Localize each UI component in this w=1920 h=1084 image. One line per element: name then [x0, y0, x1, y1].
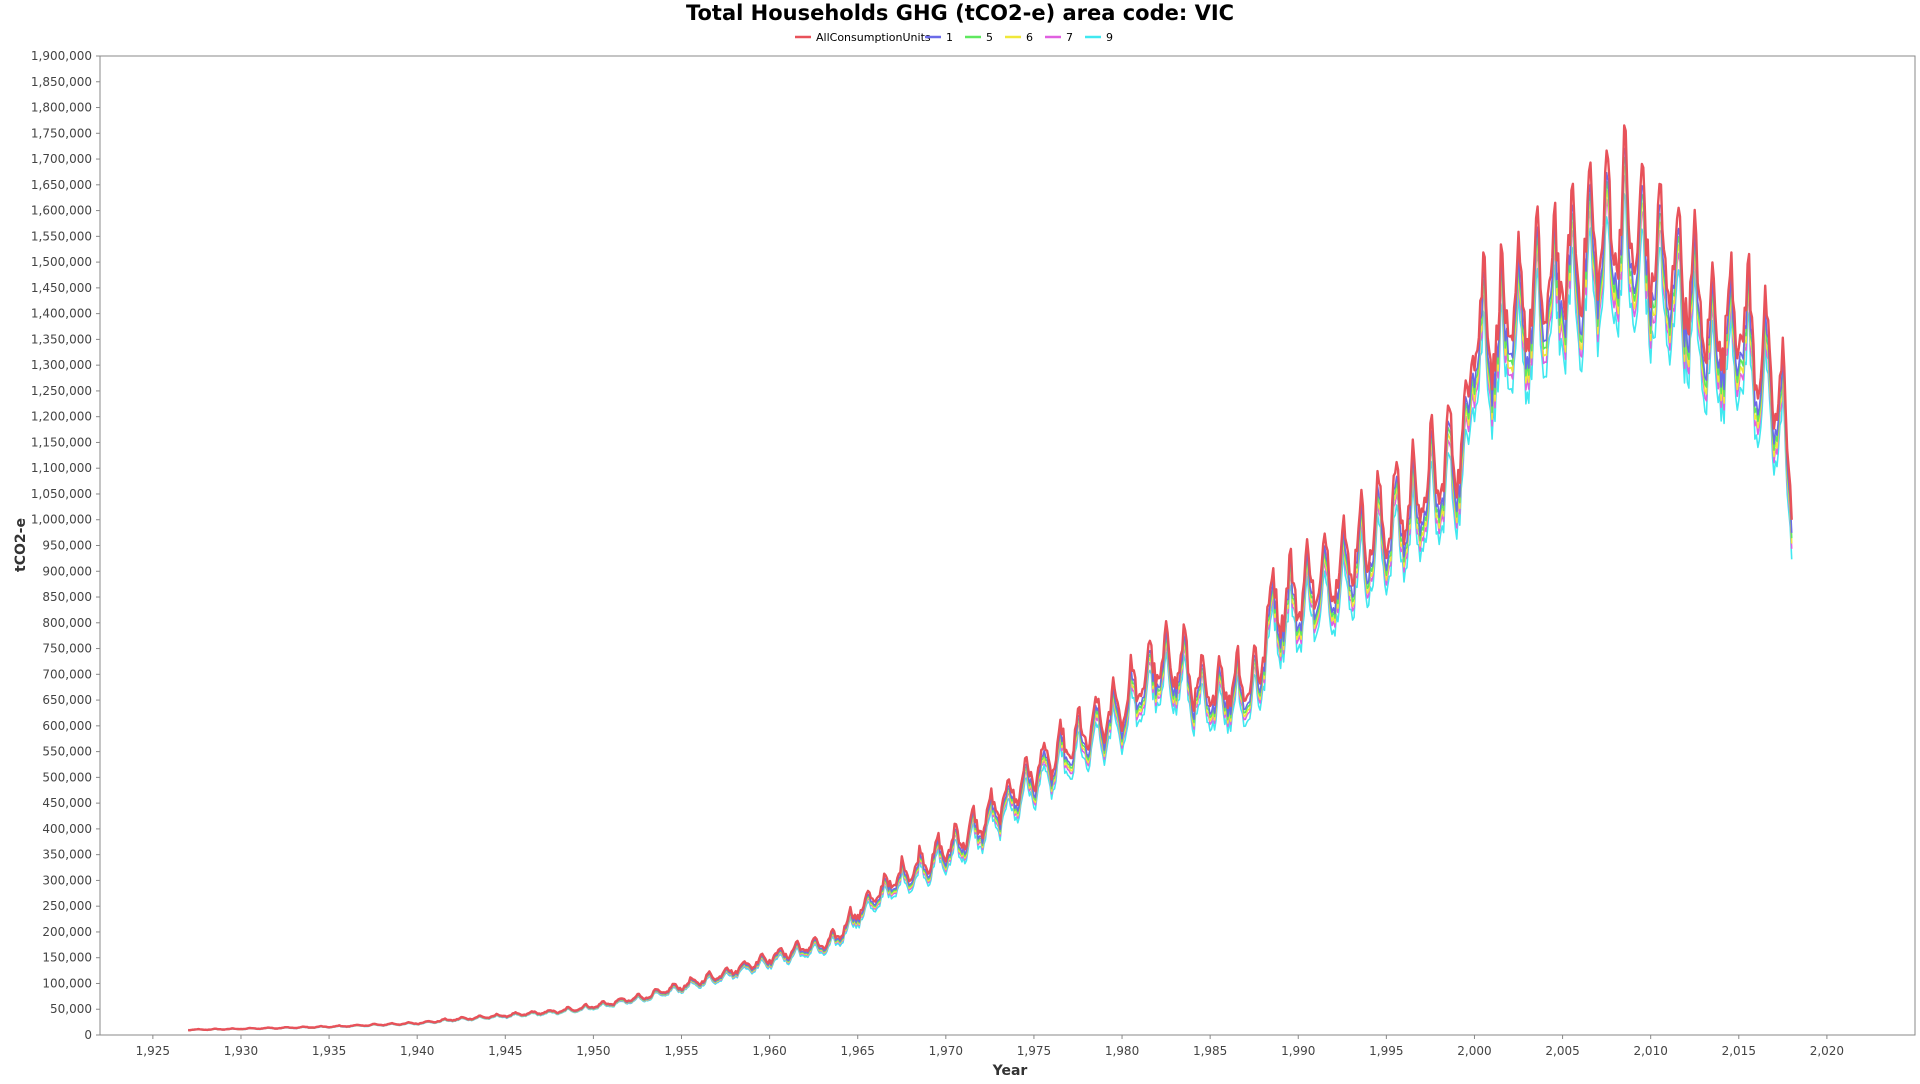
y-tick-label: 1,050,000	[31, 487, 92, 501]
x-tick-label: 1,960	[752, 1044, 786, 1058]
y-tick-label: 800,000	[42, 616, 92, 630]
x-tick-label: 1,935	[312, 1044, 346, 1058]
y-tick-label: 650,000	[42, 693, 92, 707]
x-tick-label: 2,000	[1457, 1044, 1491, 1058]
legend-item: AllConsumptionUnits	[795, 31, 931, 44]
x-axis: 1,925 1,930 1,935 1,940 1,945 1,950 1,955 1,960…	[136, 1035, 1844, 1058]
x-tick-label: 1,995	[1369, 1044, 1403, 1058]
y-tick-label: 1,750,000	[31, 126, 92, 140]
y-tick-label: 1,450,000	[31, 281, 92, 295]
x-tick-label: 1,975	[1017, 1044, 1051, 1058]
series-group	[188, 124, 1793, 1032]
x-tick-label: 1,970	[929, 1044, 963, 1058]
y-tick-label: 900,000	[42, 564, 92, 578]
legend-item: 5	[965, 31, 993, 44]
y-tick-label: 1,300,000	[31, 358, 92, 372]
y-tick-label: 200,000	[42, 925, 92, 939]
y-axis: 0 50,000 100,000 150,000 200,000 250,000 300,0…	[31, 49, 100, 1042]
y-tick-label: 1,400,000	[31, 307, 92, 321]
y-tick-label: 1,900,000	[31, 49, 92, 63]
y-tick-label: 1,150,000	[31, 435, 92, 449]
y-tick-label: 300,000	[42, 873, 92, 887]
x-tick-label: 2,020	[1810, 1044, 1844, 1058]
y-tick-label: 950,000	[42, 539, 92, 553]
y-tick-label: 250,000	[42, 899, 92, 913]
legend-label: 6	[1026, 31, 1033, 44]
y-tick-label: 350,000	[42, 848, 92, 862]
y-tick-label: 1,600,000	[31, 204, 92, 218]
y-tick-label: 400,000	[42, 822, 92, 836]
y-tick-label: 1,550,000	[31, 229, 92, 243]
legend-label: 7	[1066, 31, 1073, 44]
legend-label: 1	[946, 31, 953, 44]
x-tick-label: 2,010	[1633, 1044, 1667, 1058]
y-tick-label: 1,500,000	[31, 255, 92, 269]
x-tick-label: 1,985	[1193, 1044, 1227, 1058]
x-tick-label: 1,950	[576, 1044, 610, 1058]
x-tick-label: 1,965	[841, 1044, 875, 1058]
y-tick-label: 850,000	[42, 590, 92, 604]
y-tick-label: 1,650,000	[31, 178, 92, 192]
y-tick-label: 500,000	[42, 770, 92, 784]
y-tick-label: 1,250,000	[31, 384, 92, 398]
legend-label: 9	[1106, 31, 1113, 44]
y-tick-label: 1,700,000	[31, 152, 92, 166]
x-tick-label: 1,990	[1281, 1044, 1315, 1058]
y-tick-label: 1,100,000	[31, 461, 92, 475]
y-tick-label: 1,800,000	[31, 101, 92, 115]
chart-title: Total Households GHG (tCO2-e) area code:…	[686, 1, 1234, 25]
x-tick-label: 2,005	[1545, 1044, 1579, 1058]
x-tick-label: 1,930	[224, 1044, 258, 1058]
y-axis-title: tCO2-e	[13, 518, 29, 572]
y-tick-label: 450,000	[42, 796, 92, 810]
legend-item: 1	[925, 31, 953, 44]
y-tick-label: 150,000	[42, 951, 92, 965]
x-tick-label: 2,015	[1722, 1044, 1756, 1058]
y-tick-label: 550,000	[42, 745, 92, 759]
x-tick-label: 1,980	[1105, 1044, 1139, 1058]
y-tick-label: 1,350,000	[31, 332, 92, 346]
x-axis-title: Year	[992, 1063, 1028, 1079]
x-tick-label: 1,945	[488, 1044, 522, 1058]
y-tick-label: 1,200,000	[31, 410, 92, 424]
legend: AllConsumptionUnits 1 5 6 7 9	[795, 31, 1113, 44]
y-tick-label: 700,000	[42, 667, 92, 681]
legend-label: AllConsumptionUnits	[816, 31, 931, 44]
legend-item: 9	[1085, 31, 1113, 44]
y-tick-label: 750,000	[42, 642, 92, 656]
x-tick-label: 1,955	[664, 1044, 698, 1058]
legend-item: 7	[1045, 31, 1073, 44]
y-tick-label: 50,000	[50, 1002, 92, 1016]
legend-label: 5	[986, 31, 993, 44]
series-line-allconsumptionunits	[188, 124, 1793, 1032]
y-tick-label: 0	[84, 1028, 92, 1042]
plot-area	[99, 55, 1916, 1036]
y-tick-label: 100,000	[42, 976, 92, 990]
legend-item: 6	[1005, 31, 1033, 44]
y-tick-label: 1,000,000	[31, 513, 92, 527]
x-tick-label: 1,925	[136, 1044, 170, 1058]
x-tick-label: 1,940	[400, 1044, 434, 1058]
y-tick-label: 600,000	[42, 719, 92, 733]
y-tick-label: 1,850,000	[31, 75, 92, 89]
